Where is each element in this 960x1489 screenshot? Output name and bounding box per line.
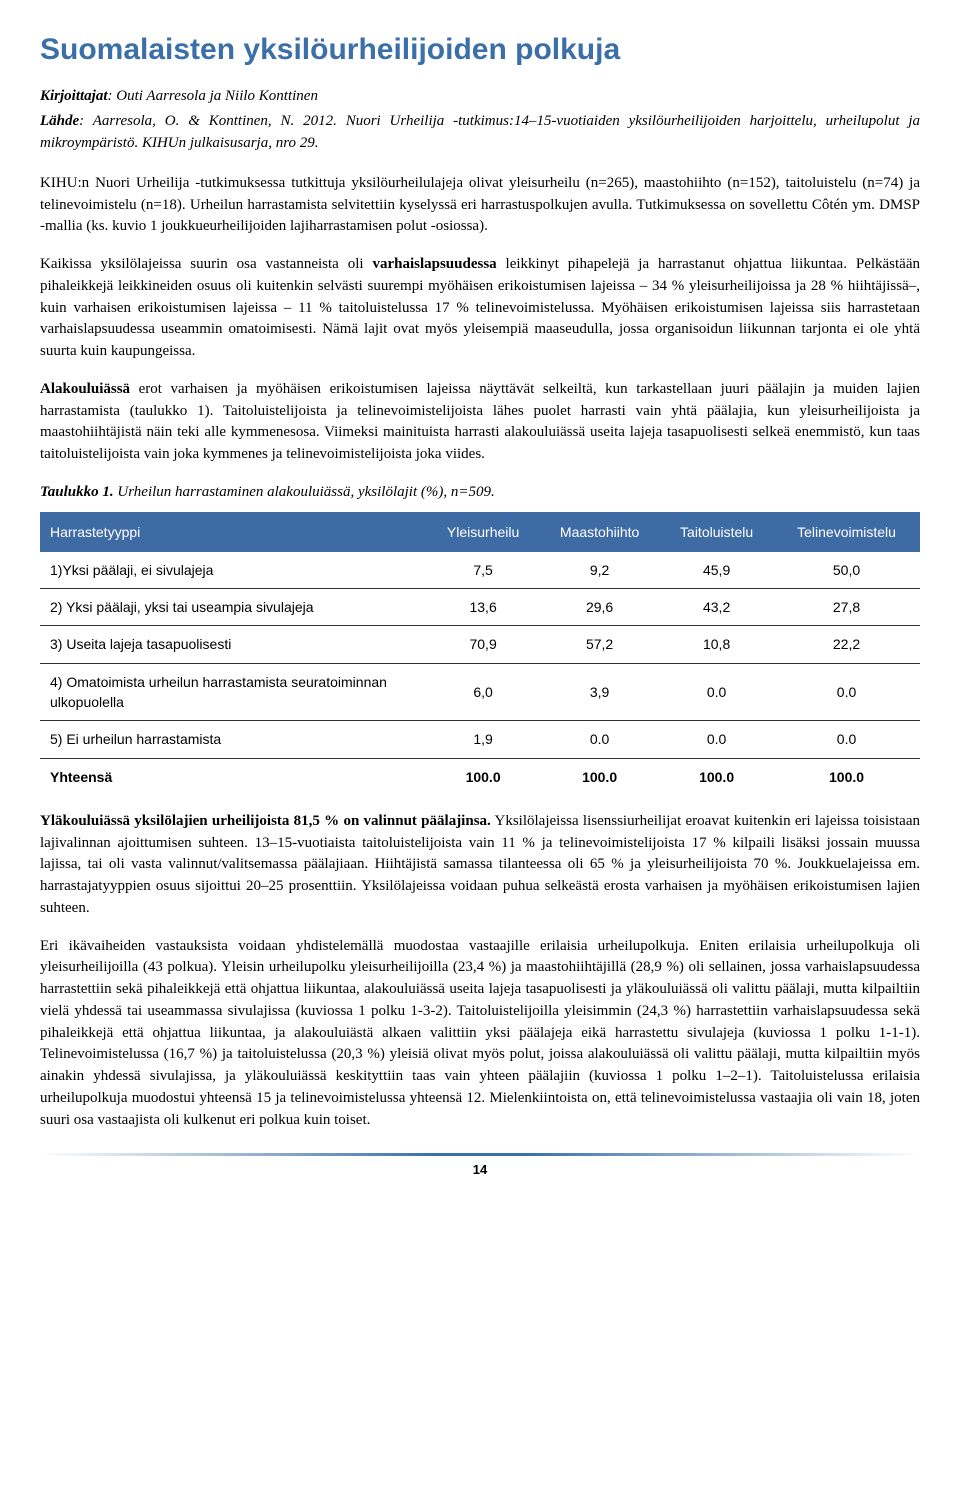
cell: 0.0 <box>539 721 660 758</box>
para2-bold: varhaislapsuudessa <box>372 256 496 272</box>
col-header-1: Yleis­urheilu <box>427 512 539 552</box>
source-label: Lähde <box>40 113 79 129</box>
table-row: 2) Yksi päälaji, yksi tai useampia sivul… <box>40 589 920 626</box>
cell: 0.0 <box>773 663 920 721</box>
para2-pre: Kaikissa yksilölajeissa suurin osa vasta… <box>40 256 372 272</box>
paragraph-3: Alakouluiässä erot varhaisen ja myöhäise… <box>40 379 920 466</box>
paragraph-1: KIHU:n Nuori Urheilija -tutkimuksessa tu… <box>40 173 920 238</box>
para3-post: erot varhaisen ja myöhäisen erikoistumis… <box>40 381 920 462</box>
cell: 4) Omatoimista urheilun harrastamista se… <box>40 663 427 721</box>
cell: Yhteensä <box>40 758 427 795</box>
table-row: 3) Useita lajeja tasapuolisesti 70,9 57,… <box>40 626 920 663</box>
cell: 6,0 <box>427 663 539 721</box>
col-header-3: Taito­luistelu <box>660 512 773 552</box>
cell: 3,9 <box>539 663 660 721</box>
cell: 29,6 <box>539 589 660 626</box>
cell: 43,2 <box>660 589 773 626</box>
paragraph-2: Kaikissa yksilölajeissa suurin osa vasta… <box>40 254 920 363</box>
cell: 100.0 <box>660 758 773 795</box>
cell: 3) Useita lajeja tasapuolisesti <box>40 626 427 663</box>
para3-bold: Alakouluiässä <box>40 381 130 397</box>
table-row: 5) Ei urheilun harrastamista 1,9 0.0 0.0… <box>40 721 920 758</box>
table-row: 4) Omatoimista urheilun harrastamista se… <box>40 663 920 721</box>
page-number: 14 <box>40 1161 920 1180</box>
cell: 100.0 <box>773 758 920 795</box>
cell: 1,9 <box>427 721 539 758</box>
cell: 10,8 <box>660 626 773 663</box>
cell: 2) Yksi päälaji, yksi tai useampia sivul… <box>40 589 427 626</box>
cell: 45,9 <box>660 552 773 589</box>
authors-text: : Outi Aarresola ja Niilo Konttinen <box>108 88 318 104</box>
col-header-2: Maasto­hiihto <box>539 512 660 552</box>
cell: 70,9 <box>427 626 539 663</box>
page-title: Suomalaisten yksilöurheilijoiden polkuja <box>40 28 920 72</box>
cell: 7,5 <box>427 552 539 589</box>
cell: 50,0 <box>773 552 920 589</box>
cell: 0.0 <box>773 721 920 758</box>
cell: 5) Ei urheilun harrastamista <box>40 721 427 758</box>
table-row-total: Yhteensä 100.0 100.0 100.0 100.0 <box>40 758 920 795</box>
col-header-4: Teline­voimistelu <box>773 512 920 552</box>
cell: 57,2 <box>539 626 660 663</box>
table-caption-text: Urheilun harrastaminen alakouluiässä, yk… <box>114 484 495 500</box>
paragraph-4: Yläkouluiässä yksilölajien urheilijoista… <box>40 811 920 920</box>
cell: 22,2 <box>773 626 920 663</box>
cell: 0.0 <box>660 721 773 758</box>
table-caption-label: Taulukko 1. <box>40 484 114 500</box>
table-caption: Taulukko 1. Urheilun harrastaminen alako… <box>40 482 920 504</box>
cell: 100.0 <box>539 758 660 795</box>
source-text: : Aarresola, O. & Konttinen, N. 2012. Nu… <box>40 113 920 151</box>
col-header-0: Harrastetyyppi <box>40 512 427 552</box>
cell: 100.0 <box>427 758 539 795</box>
authors-line: Kirjoittajat: Outi Aarresola ja Niilo Ko… <box>40 86 920 108</box>
para4-bold: Yläkouluiässä yksilölajien urheilijoista… <box>40 813 491 829</box>
table-row: 1)Yksi päälaji, ei sivulajeja 7,5 9,2 45… <box>40 552 920 589</box>
cell: 13,6 <box>427 589 539 626</box>
source-line: Lähde: Aarresola, O. & Konttinen, N. 201… <box>40 111 920 155</box>
authors-label: Kirjoittajat <box>40 88 108 104</box>
cell: 0.0 <box>660 663 773 721</box>
data-table: Harrastetyyppi Yleis­urheilu Maasto­hiih… <box>40 512 920 795</box>
cell: 27,8 <box>773 589 920 626</box>
table-header-row: Harrastetyyppi Yleis­urheilu Maasto­hiih… <box>40 512 920 552</box>
cell: 9,2 <box>539 552 660 589</box>
paragraph-5: Eri ikävaiheiden vastauksista voidaan yh… <box>40 936 920 1132</box>
cell: 1)Yksi päälaji, ei sivulajeja <box>40 552 427 589</box>
